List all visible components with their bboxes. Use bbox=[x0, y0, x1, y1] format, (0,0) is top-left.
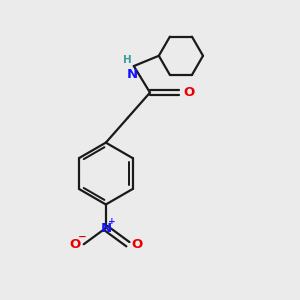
Text: O: O bbox=[131, 238, 143, 251]
Text: O: O bbox=[69, 238, 80, 251]
Text: N: N bbox=[100, 221, 111, 235]
Text: +: + bbox=[109, 217, 116, 226]
Text: N: N bbox=[127, 68, 138, 81]
Text: H: H bbox=[123, 55, 132, 64]
Text: O: O bbox=[183, 86, 194, 99]
Text: −: − bbox=[78, 232, 87, 242]
